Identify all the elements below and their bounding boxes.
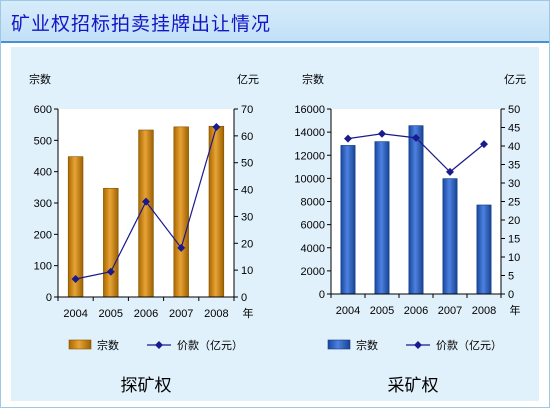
chart2-price-point [480, 140, 488, 149]
chart1-category-label: 2008 [204, 308, 228, 320]
chart1-y-axis-label: 宗数 [29, 72, 51, 86]
chart1-right-tick-label: 20 [241, 238, 253, 250]
chart2-legend-bar-label: 宗数 [356, 338, 378, 352]
chart1-bar [103, 187, 119, 298]
chart1-legend-bar-swatch [68, 339, 92, 350]
chart2-right-tick-label: 0 [508, 289, 514, 301]
chart1-right-tick-label: 10 [241, 265, 253, 277]
chart2-category-label: 2008 [472, 305, 496, 317]
chart2-right-tick-label: 20 [508, 215, 520, 227]
chart2-left-tick-label: 4000 [301, 243, 325, 255]
title-divider [1, 41, 549, 43]
chart1-left-tick-label: 100 [34, 261, 52, 273]
chart2-legend-line-label: 价款（亿元） [436, 338, 502, 352]
chart2-y-axis-label: 宗数 [302, 72, 324, 86]
chart2-right-tick-label: 30 [508, 178, 520, 190]
chart1-y2-axis-label: 亿元 [237, 73, 259, 86]
chart1-bar [208, 125, 225, 298]
chart2-left-tick-label: 2000 [301, 266, 325, 278]
chart2-price-point [412, 133, 420, 142]
chart2-category-label: 2005 [370, 305, 394, 317]
chart1-right-tick-label: 40 [241, 185, 253, 197]
chart2-right-tick-label: 15 [508, 234, 520, 246]
chart1-legend-bar-label: 宗数 [97, 338, 119, 352]
chart2-caption: 采矿权 [388, 376, 439, 396]
chart2-left-tick-label: 0 [319, 289, 325, 301]
chart1-price-point [177, 243, 186, 252]
chart2-left-tick-label: 6000 [301, 220, 325, 232]
chart2-left-tick-label: 10000 [294, 173, 325, 185]
chart2-bar [476, 204, 492, 295]
chart1-price-point [71, 275, 80, 284]
chart2-left-tick-label: 12000 [294, 150, 325, 162]
chart1-left-tick-label: 200 [34, 229, 52, 241]
chart1-left-tick-label: 300 [34, 198, 52, 210]
chart2-y2-axis-label: 亿元 [504, 73, 526, 86]
chart2-category-label: 2004 [336, 305, 360, 317]
chart1-left-tick-label: 400 [34, 167, 52, 179]
chart2-price-point [378, 129, 386, 138]
chart2-legend-line-marker [414, 341, 422, 349]
chart2-price-point [344, 134, 352, 143]
chart2-price-point [446, 167, 454, 176]
chart2-right-tick-label: 50 [508, 104, 520, 116]
chart2-right-tick-label: 10 [508, 252, 520, 264]
chart1-left-tick-label: 500 [34, 135, 52, 147]
chart1-left-tick-label: 600 [34, 104, 52, 116]
chart1-right-tick-label: 70 [241, 104, 253, 116]
chart1-x-unit-label: 年 [243, 306, 254, 320]
chart1-price-point [142, 197, 150, 206]
chart2-right-tick-label: 40 [508, 141, 520, 153]
chart1-category-label: 2005 [99, 308, 123, 320]
chart2-right-tick-label: 25 [508, 197, 520, 209]
slide-title: 矿业权招标拍卖挂牌出让情况 [11, 13, 272, 35]
chart2-legend-bar-swatch [327, 339, 351, 350]
chart1-right-tick-label: 0 [241, 292, 247, 304]
chart1-category-label: 2004 [63, 308, 87, 320]
chart2-right-tick-label: 45 [508, 123, 520, 135]
chart1-right-tick-label: 60 [241, 131, 253, 143]
chart1-bar [138, 129, 154, 298]
chart1-price-point [106, 267, 115, 276]
chart2-bar [374, 141, 390, 295]
chart1-category-label: 2006 [134, 308, 158, 320]
chart2-left-tick-label: 16000 [294, 104, 325, 116]
chart1-right-tick-label: 50 [241, 158, 253, 170]
chart1-right-tick-label: 30 [241, 211, 253, 223]
chart2-category-label: 2006 [404, 305, 428, 317]
chart2-bar [442, 178, 458, 295]
title-bar: 矿业权招标拍卖挂牌出让情况 [1, 1, 549, 41]
chart2-bar [408, 125, 424, 295]
chart1-left-tick-label: 0 [46, 292, 52, 304]
chart2-bar [340, 145, 356, 295]
chart2-category-label: 2007 [438, 305, 462, 317]
chart2-left-tick-label: 8000 [301, 197, 325, 209]
chart1-legend-line-marker [155, 341, 163, 349]
chart1-legend-line-label: 价款（亿元） [177, 338, 243, 352]
chart1-price-point [212, 122, 221, 131]
chart2-left-tick-label: 14000 [294, 127, 325, 139]
chart1-caption: 探矿权 [121, 376, 172, 396]
chart2-right-tick-label: 5 [508, 271, 514, 283]
chart2-right-tick-label: 35 [508, 160, 520, 172]
chart1-category-label: 2007 [169, 308, 193, 320]
chart2-x-unit-label: 年 [510, 303, 521, 317]
chart1-bar [173, 126, 189, 298]
